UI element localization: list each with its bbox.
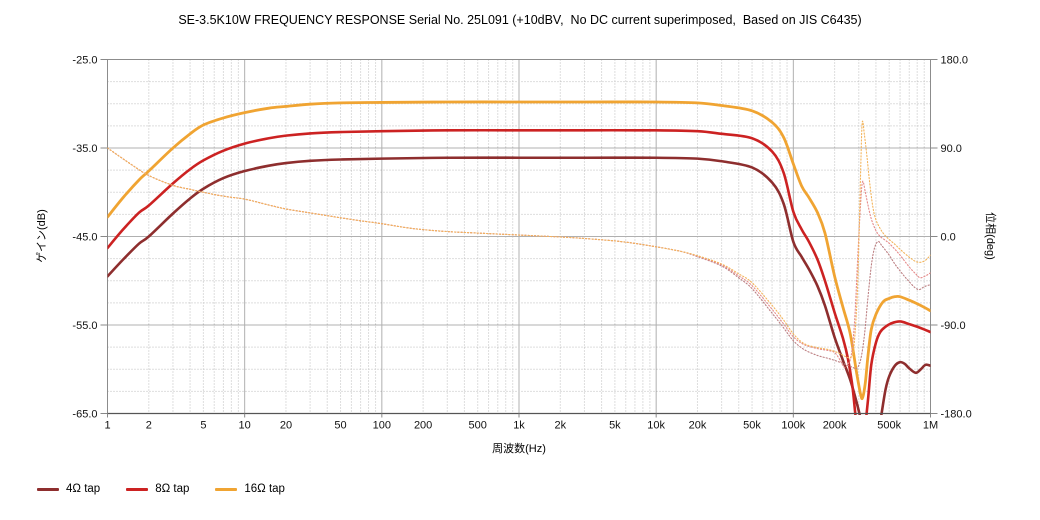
curve-4--tap-gain: [107, 156, 931, 415]
svg-text:5k: 5k: [609, 420, 621, 432]
legend: 4Ω tap 8Ω tap 16Ω tap: [37, 483, 285, 495]
svg-text:10: 10: [239, 420, 251, 432]
svg-text:1M: 1M: [923, 420, 938, 432]
legend-label-4ohm: 4Ω tap: [66, 483, 101, 495]
legend-label-8ohm: 8Ω tap: [155, 483, 190, 495]
legend-label-16ohm: 16Ω tap: [244, 483, 285, 495]
svg-text:100: 100: [373, 420, 391, 432]
svg-text:2k: 2k: [554, 420, 566, 432]
curve-16--tap-gain: [107, 100, 931, 401]
y-axis-left-title: ゲイン(dB): [36, 209, 48, 263]
svg-text:1: 1: [104, 420, 110, 432]
svg-text:-90.0: -90.0: [941, 320, 966, 332]
svg-text:1k: 1k: [513, 420, 525, 432]
svg-text:500k: 500k: [877, 420, 901, 432]
svg-text:-65.0: -65.0: [72, 409, 97, 421]
svg-text:20k: 20k: [689, 420, 707, 432]
svg-text:-45.0: -45.0: [72, 232, 97, 244]
major-gridlines: [107, 59, 931, 414]
svg-text:50k: 50k: [743, 420, 761, 432]
curve-16--tap-phase: [107, 120, 931, 359]
svg-text:200k: 200k: [823, 420, 847, 432]
axis-ticks: [100, 59, 938, 418]
svg-text:2: 2: [146, 420, 152, 432]
axis-tick-labels: 1 2 5 10 20 50 100 200 500 1k 2k 5k 10k 20k 50k 100k 200…: [72, 55, 971, 432]
svg-text:200: 200: [414, 420, 432, 432]
svg-text:-35.0: -35.0: [72, 143, 97, 155]
y-axis-right-title: 位相(deg): [984, 212, 996, 260]
legend-swatch-16ohm: [215, 487, 238, 491]
svg-text:5: 5: [200, 420, 206, 432]
legend-item-16ohm: 16Ω tap: [215, 483, 285, 495]
legend-swatch-4ohm: [37, 487, 59, 491]
svg-text:180.0: 180.0: [941, 55, 969, 67]
svg-text:0.0: 0.0: [941, 232, 956, 244]
curve-8--tap-gain: [107, 128, 931, 415]
series-curves: [107, 100, 931, 415]
chart-title: SE-3.5K10W FREQUENCY RESPONSE Serial No.…: [178, 13, 862, 27]
svg-text:20: 20: [280, 420, 292, 432]
legend-swatch-8ohm: [126, 487, 149, 491]
svg-text:90.0: 90.0: [941, 143, 962, 155]
svg-text:500: 500: [469, 420, 487, 432]
svg-text:-25.0: -25.0: [72, 55, 97, 67]
svg-text:50: 50: [334, 420, 346, 432]
svg-text:-55.0: -55.0: [72, 320, 97, 332]
x-axis-title: 周波数(Hz): [492, 443, 546, 455]
legend-item-8ohm: 8Ω tap: [126, 483, 189, 495]
svg-text:-180.0: -180.0: [941, 409, 972, 421]
svg-text:100k: 100k: [781, 420, 805, 432]
legend-item-4ohm: 4Ω tap: [37, 483, 100, 495]
svg-text:10k: 10k: [647, 420, 665, 432]
